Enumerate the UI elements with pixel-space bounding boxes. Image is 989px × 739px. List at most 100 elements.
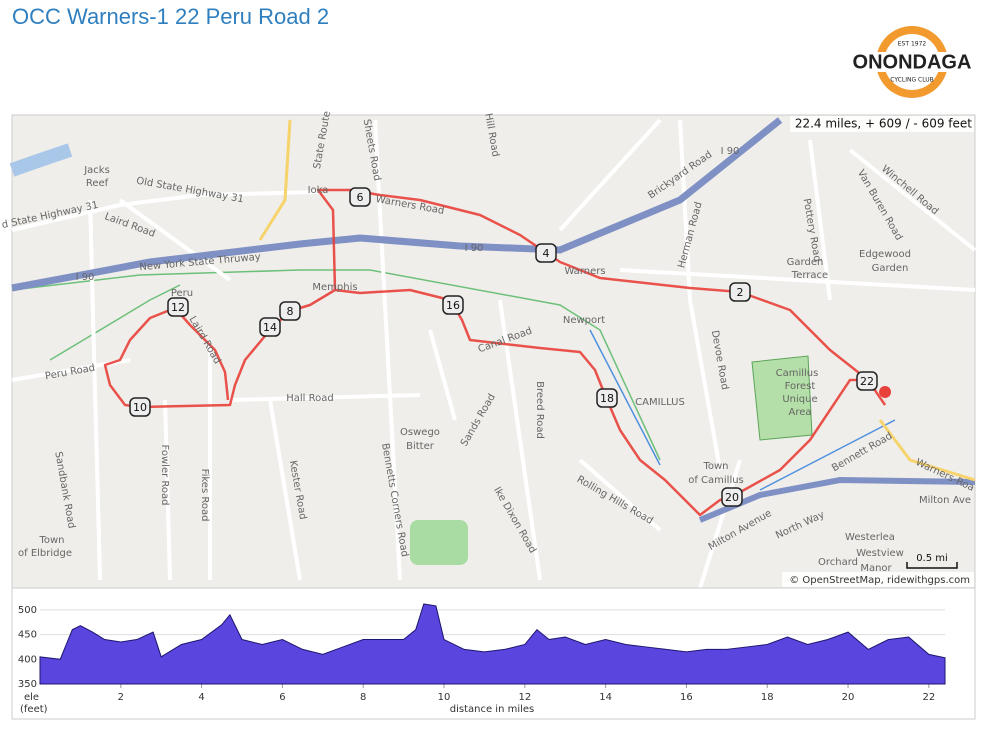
river xyxy=(9,143,73,177)
map-label: Orchard xyxy=(818,557,858,568)
x-tick-label: 20 xyxy=(842,692,855,703)
map-label: Milton Ave xyxy=(919,495,971,506)
logo-est: EST 1972 xyxy=(898,41,927,48)
map-label: Breed Road xyxy=(534,381,545,439)
x-tick-label: 4 xyxy=(198,692,204,703)
highway xyxy=(698,476,976,523)
milepost-marker xyxy=(729,282,751,302)
x-tick-label: 22 xyxy=(922,692,935,703)
logo-band xyxy=(856,52,968,72)
map-label: Manor xyxy=(860,563,892,574)
map-label: Oswego xyxy=(400,427,440,438)
x-tick-label: 6 xyxy=(279,692,285,703)
milepost-marker xyxy=(279,301,301,321)
map-label: Edgewood xyxy=(859,249,911,260)
map-label: Garden xyxy=(787,257,824,268)
map-label: Fikes Road xyxy=(199,469,210,522)
park xyxy=(410,520,468,565)
map-label: Camillus xyxy=(776,368,819,379)
map-label: of Camillus xyxy=(688,475,744,486)
map: 22.4 miles, + 609 / - 609 feet © OpenStr… xyxy=(1,110,977,589)
milepost-label: 18 xyxy=(600,392,614,405)
state-route xyxy=(258,119,292,241)
map-label: Jacks xyxy=(83,165,110,176)
map-label: Warners xyxy=(564,266,605,277)
x-tick-label: 8 xyxy=(360,692,366,703)
milepost-label: 4 xyxy=(543,247,550,260)
milepost-marker xyxy=(129,397,151,417)
summary-box xyxy=(790,116,974,132)
x-tick-label: 2 xyxy=(118,692,124,703)
map-label: Forest xyxy=(785,381,816,392)
map-label: Fowler Road xyxy=(159,444,170,505)
map-label: I 90 xyxy=(76,272,95,283)
milepost-label: 8 xyxy=(287,305,294,318)
highway xyxy=(11,117,783,292)
milepost-marker xyxy=(349,187,371,207)
milepost-label: 10 xyxy=(133,401,147,414)
map-background xyxy=(11,114,976,589)
scale-bar xyxy=(906,562,958,569)
map-label: Town xyxy=(702,461,728,472)
canal xyxy=(49,284,181,361)
milepost-marker xyxy=(856,371,878,391)
logo-sub: CYCLING CLUB xyxy=(890,77,934,84)
y-axis-unit: (feet) xyxy=(20,704,48,715)
milepost-label: 2 xyxy=(737,286,744,299)
attribution-box xyxy=(782,572,974,587)
map-label: Memphis xyxy=(312,282,357,293)
road xyxy=(878,419,976,482)
elevation-area xyxy=(39,603,946,685)
milepost-label: 16 xyxy=(446,299,460,312)
map-label: Reef xyxy=(86,178,109,189)
waterway xyxy=(589,329,896,491)
y-tick-label: 400 xyxy=(18,654,37,665)
map-label: Area xyxy=(788,407,811,418)
x-axis-label: distance in miles xyxy=(450,704,535,715)
map-label: Ioka xyxy=(308,185,329,196)
attribution: © OpenStreetMap, ridewithgps.com xyxy=(789,575,970,586)
canal xyxy=(11,269,661,461)
x-tick-label: 16 xyxy=(680,692,693,703)
y-tick-label: 450 xyxy=(18,630,37,641)
map-label: Newport xyxy=(563,315,605,326)
logo-name: ONONDAGA xyxy=(853,51,972,73)
milepost-marker xyxy=(721,487,743,507)
map-label: CAMILLUS xyxy=(635,397,685,408)
map-label: Town xyxy=(38,535,64,546)
scale-label: 0.5 mi xyxy=(916,553,948,564)
milepost-label: 6 xyxy=(357,191,364,204)
summary: 22.4 miles, + 609 / - 609 feet xyxy=(795,117,972,131)
title: OCC Warners-1 22 Peru Road 2 xyxy=(12,4,329,29)
map-label: Terrace xyxy=(791,270,828,281)
milepost-marker xyxy=(442,295,464,315)
milepost-marker xyxy=(259,317,281,337)
map-label: Garden xyxy=(872,263,909,274)
elevation-chart: 350 400 450 500 2 4 6 8 10 12 14 16 18 20 22 ele(feet) d… xyxy=(18,603,946,715)
y-tick-label: 500 xyxy=(18,605,37,616)
map-label: Westview xyxy=(856,548,904,559)
logo: ONONDAGA EST 1972 CYCLING CLUB xyxy=(853,26,972,98)
milepost-marker xyxy=(596,388,618,408)
map-label: Bitter xyxy=(406,441,435,452)
milepost-marker xyxy=(535,243,557,263)
x-tick-label: 14 xyxy=(599,692,612,703)
y-axis-label: ele xyxy=(24,692,39,703)
milepost-label: 14 xyxy=(263,321,277,334)
map-label: Hall Road xyxy=(286,393,333,404)
x-tick-label: 12 xyxy=(518,692,531,703)
milepost-marker xyxy=(167,297,189,317)
map-label: of Elbridge xyxy=(18,548,72,559)
map-label: Peru xyxy=(171,288,193,299)
start-pin xyxy=(879,386,892,412)
map-label: I 90 xyxy=(721,146,740,157)
map-label: I 90 xyxy=(465,243,484,254)
y-tick-label: 350 xyxy=(18,679,37,690)
x-tick-label: 10 xyxy=(438,692,451,703)
x-tick-label: 18 xyxy=(761,692,774,703)
milepost-label: 20 xyxy=(725,491,739,504)
milepost-label: 12 xyxy=(171,301,185,314)
map-label: Westerlea xyxy=(845,532,895,543)
